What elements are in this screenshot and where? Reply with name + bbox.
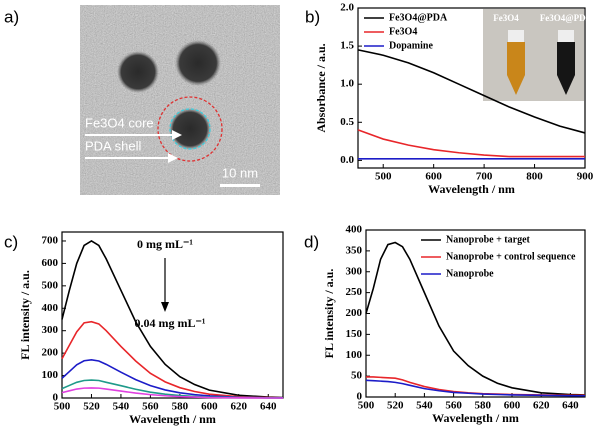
legend-label: Nanoprobe + control sequence xyxy=(446,251,576,262)
vial-cap xyxy=(508,30,524,42)
y-tick-label: 300 xyxy=(346,265,363,277)
image-label: Fe3O4 core xyxy=(85,115,154,130)
y-tick-label: 50 xyxy=(351,370,363,382)
x-tick-label: 620 xyxy=(533,400,550,412)
x-tick-label: 580 xyxy=(172,401,189,413)
y-tick-label: 2.0 xyxy=(340,2,354,14)
shell-outline xyxy=(157,96,223,162)
legend-label: Nanoprobe xyxy=(446,268,494,279)
tem-texture xyxy=(80,5,280,195)
x-tick-label: 500 xyxy=(358,400,375,412)
x-tick-label: 560 xyxy=(445,400,462,412)
series-line xyxy=(61,387,283,399)
y-tick-label: 0 xyxy=(53,392,59,404)
x-tick-label: 500 xyxy=(54,401,71,413)
tem-image: Fe3O4 core PDA shell 10 nm xyxy=(80,5,280,195)
series-line xyxy=(365,241,586,396)
x-axis-title: Wavelength / nm xyxy=(432,411,519,425)
x-tick-label: 640 xyxy=(562,400,579,412)
inset-label: Fe3O4 xyxy=(493,13,519,23)
x-tick-label: 800 xyxy=(526,171,543,183)
y-tick-label: 250 xyxy=(346,286,363,298)
y-tick-label: 100 xyxy=(346,349,363,361)
panel-label: d) xyxy=(304,232,319,251)
series-line xyxy=(366,376,585,397)
x-tick-label: 600 xyxy=(425,171,442,183)
y-tick-label: 600 xyxy=(42,257,59,269)
y-tick-label: 700 xyxy=(42,235,59,247)
legend-label: Fe3O4 xyxy=(389,26,417,37)
y-tick-label: 500 xyxy=(42,279,59,291)
particle xyxy=(117,51,159,93)
inset-label: Fe3O4@PDA xyxy=(540,13,593,23)
plot-frame xyxy=(357,7,586,169)
particle xyxy=(175,40,221,86)
arrow-head xyxy=(172,130,182,140)
legend-label: Dopamine xyxy=(389,40,433,51)
scale-bar-label: 10 nm xyxy=(222,165,258,180)
annotation: 0 mg mL⁻¹ xyxy=(137,237,193,251)
scale-bar xyxy=(220,184,260,187)
x-tick-label: 520 xyxy=(387,400,404,412)
arrow-head xyxy=(168,153,178,163)
vial xyxy=(557,42,575,95)
y-tick-label: 0 xyxy=(357,391,363,403)
panel-label: a) xyxy=(4,7,19,26)
panel-label: c) xyxy=(4,232,18,251)
x-tick-label: 600 xyxy=(201,401,218,413)
x-tick-label: 600 xyxy=(504,400,521,412)
x-tick-label: 540 xyxy=(113,401,130,413)
vial-cap xyxy=(558,30,574,42)
y-tick-label: 1.5 xyxy=(340,40,354,52)
series-line xyxy=(61,320,284,399)
y-tick-label: 350 xyxy=(346,244,363,256)
y-tick-label: 150 xyxy=(346,328,363,340)
annotation: 0.04 mg mL⁻¹ xyxy=(135,316,206,330)
y-tick-label: 200 xyxy=(346,307,363,319)
series-line xyxy=(61,359,283,399)
y-axis-title: Absorbance / a.u. xyxy=(314,43,328,132)
y-tick-label: 400 xyxy=(346,224,363,236)
series-line xyxy=(365,379,585,397)
y-tick-label: 0.5 xyxy=(340,116,354,128)
y-tick-label: 400 xyxy=(42,302,59,314)
y-tick-label: 300 xyxy=(42,324,59,336)
x-axis-title: Wavelength / nm xyxy=(129,412,216,426)
panel-label: b) xyxy=(305,7,320,26)
legend-label: Nanoprobe + target xyxy=(446,234,531,245)
x-tick-label: 900 xyxy=(577,171,594,183)
y-tick-label: 1.0 xyxy=(340,78,354,90)
x-tick-label: 500 xyxy=(375,171,392,183)
plot-frame xyxy=(61,231,284,399)
core-outline xyxy=(169,108,211,150)
x-tick-label: 520 xyxy=(83,401,100,413)
x-tick-label: 580 xyxy=(475,400,492,412)
y-tick-label: 200 xyxy=(42,347,59,359)
vial xyxy=(507,42,525,95)
series-line xyxy=(357,129,585,158)
x-axis-title: Wavelength / nm xyxy=(428,182,515,196)
x-tick-label: 540 xyxy=(416,400,433,412)
y-tick-label: 100 xyxy=(42,369,59,381)
y-axis-title: FL intensity / a.u. xyxy=(322,269,336,359)
x-tick-label: 620 xyxy=(231,401,248,413)
series-line xyxy=(61,240,284,399)
inset-photo xyxy=(483,9,584,101)
y-axis-title: FL intensity / a.u. xyxy=(18,270,32,360)
annotation-arrow-head xyxy=(161,302,169,312)
series-line xyxy=(357,49,586,134)
y-tick-label: 0.0 xyxy=(340,154,354,166)
x-tick-label: 560 xyxy=(142,401,159,413)
legend-label: Fe3O4@PDA xyxy=(389,12,448,23)
image-label: PDA shell xyxy=(85,138,141,153)
x-tick-label: 700 xyxy=(476,171,493,183)
x-tick-label: 640 xyxy=(260,401,277,413)
particle xyxy=(169,108,211,150)
